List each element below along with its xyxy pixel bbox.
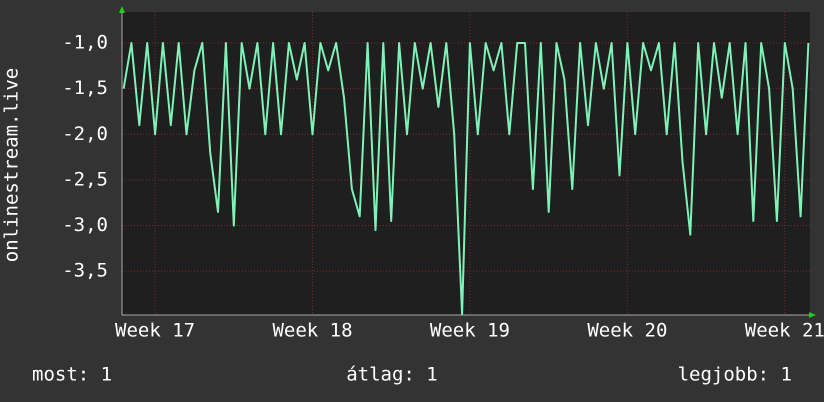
y-tick-label: -3,0	[62, 214, 108, 236]
footer-current: most: 1	[32, 364, 112, 386]
y-tick-label: -2,0	[62, 123, 108, 145]
grid	[122, 12, 810, 315]
footer-average: átlag: 1	[346, 364, 438, 386]
footer-max: legjobb: 1	[678, 364, 792, 386]
y-arrow	[119, 6, 125, 13]
x-tick-label: Week 20	[587, 320, 667, 342]
y-tick-label: -3,5	[62, 260, 108, 282]
y-tick-label: -1,0	[62, 32, 108, 54]
x-tick-label: Week 18	[272, 320, 352, 342]
x-tick-label: Week 21	[745, 320, 824, 342]
y-axis-label: onlinestream.live	[1, 68, 23, 262]
x-arrow	[809, 312, 816, 318]
x-tick-label: Week 17	[115, 320, 195, 342]
x-tick-label: Week 19	[430, 320, 510, 342]
y-tick-label: -2,5	[62, 168, 108, 190]
y-tick-label: -1,5	[62, 77, 108, 99]
series-line	[122, 42, 810, 316]
